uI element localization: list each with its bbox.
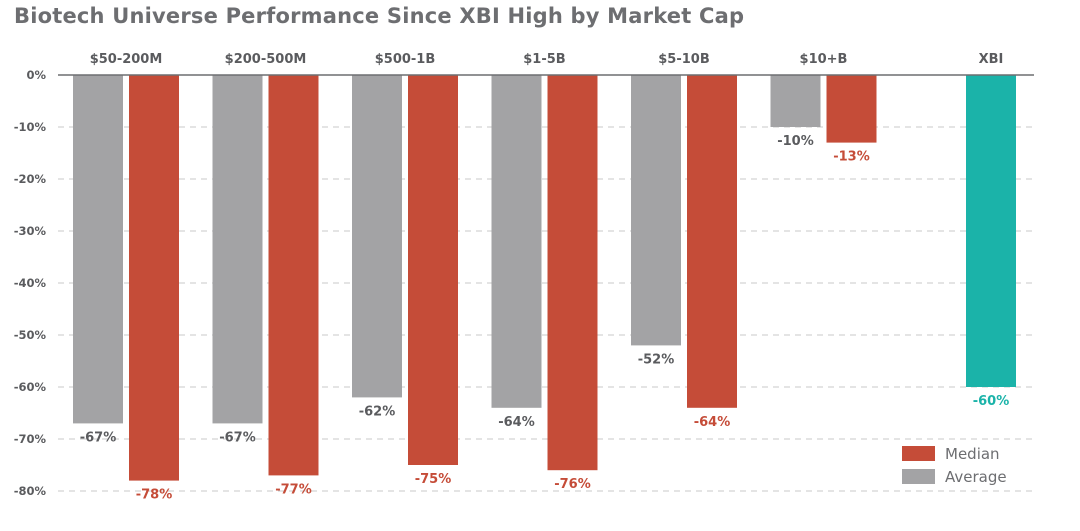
bar-median: [408, 75, 458, 465]
category-label: $5-10B: [658, 52, 710, 67]
category-label: $500-1B: [375, 52, 436, 67]
y-tick-label: -30%: [14, 224, 47, 238]
data-label-median: -75%: [415, 472, 452, 487]
y-tick-label: -20%: [14, 172, 47, 186]
bar-average: [73, 75, 123, 424]
data-label-average: -10%: [777, 134, 814, 149]
data-label-average: -67%: [219, 430, 256, 445]
category-label: $10+B: [800, 52, 848, 67]
y-tick-label: -40%: [14, 276, 47, 290]
data-label-average: -62%: [359, 404, 396, 419]
data-label-average: -64%: [498, 415, 535, 430]
bar-median: [268, 75, 319, 476]
data-label-average: -52%: [638, 352, 675, 367]
data-label-average: -67%: [80, 430, 117, 445]
y-tick-label: -60%: [14, 380, 47, 394]
category-label-benchmark: XBI: [979, 52, 1004, 67]
legend-label: Median: [945, 445, 1000, 463]
y-tick-label: 0%: [26, 68, 46, 82]
y-tick-label: -80%: [14, 484, 47, 498]
bar-average: [770, 75, 821, 127]
bar-benchmark: [966, 75, 1016, 387]
data-label-median: -13%: [833, 150, 870, 165]
data-label-benchmark: -60%: [973, 394, 1010, 409]
category-label: $200-500M: [225, 52, 307, 67]
category-label: $50-200M: [90, 52, 163, 67]
bar-average: [631, 75, 681, 346]
y-tick-label: -50%: [14, 328, 47, 342]
data-label-median: -78%: [136, 488, 173, 503]
chart-title: Biotech Universe Performance Since XBI H…: [14, 4, 745, 28]
bar-median: [687, 75, 737, 408]
y-tick-label: -10%: [14, 120, 47, 134]
legend-swatch: [902, 469, 935, 484]
bar-median: [129, 75, 179, 481]
data-label-median: -64%: [694, 415, 731, 430]
y-tick-label: -70%: [14, 432, 47, 446]
data-label-median: -77%: [275, 482, 312, 497]
bar-average: [212, 75, 263, 424]
bar-median: [826, 75, 877, 143]
bar-average: [491, 75, 542, 408]
bar-average: [352, 75, 402, 398]
legend-label: Average: [945, 468, 1007, 486]
bar-median: [547, 75, 598, 471]
legend-swatch: [902, 446, 935, 461]
category-label: $1-5B: [523, 52, 565, 67]
data-label-median: -76%: [554, 477, 591, 492]
